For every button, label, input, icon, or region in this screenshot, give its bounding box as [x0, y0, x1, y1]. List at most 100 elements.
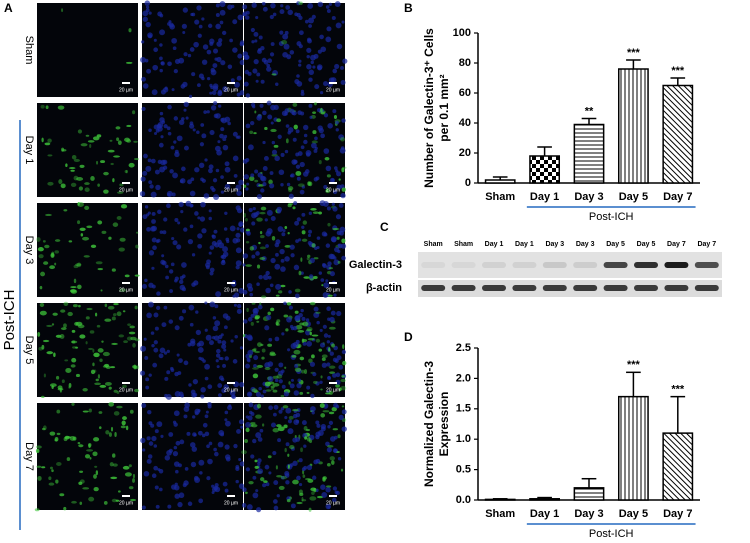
cell: [125, 61, 133, 64]
cell: [89, 330, 95, 334]
nucleus: [242, 487, 247, 493]
band: [542, 262, 567, 268]
nucleus: [290, 503, 296, 509]
nucleus: [323, 184, 328, 190]
nucleus: [169, 169, 174, 174]
cell: [37, 247, 44, 252]
bar: [662, 432, 694, 501]
nucleus: [215, 23, 221, 30]
cell: [335, 383, 340, 388]
nucleus: [311, 14, 316, 19]
band: [512, 285, 537, 291]
nucleus: [270, 104, 276, 111]
cell: [42, 339, 50, 343]
cell: [340, 468, 344, 472]
nucleus: [256, 507, 262, 513]
cell: [338, 387, 342, 392]
nucleus: [320, 484, 326, 490]
cell: [90, 369, 96, 375]
nucleus: [284, 108, 290, 114]
nucleus: [168, 20, 172, 24]
nucleus: [279, 248, 285, 255]
nucleus: [336, 310, 342, 317]
nucleus: [323, 148, 330, 154]
nucleus: [341, 20, 345, 24]
scale-bar-label: 20 µm: [119, 187, 133, 193]
nucleus: [201, 17, 205, 21]
lane-label: Day 5: [637, 241, 656, 248]
nucleus: [284, 470, 290, 477]
nucleus: [222, 481, 228, 487]
nucleus: [222, 251, 229, 258]
nucleus: [263, 155, 269, 161]
cell: [72, 436, 77, 441]
cell: [301, 238, 308, 242]
nucleus: [177, 221, 181, 225]
cell: [125, 169, 128, 174]
cell: [78, 304, 81, 308]
nucleus: [253, 364, 257, 368]
nucleus: [234, 81, 240, 88]
nucleus: [167, 504, 172, 509]
cell: [124, 169, 128, 174]
lane-label: Sham: [454, 241, 473, 248]
nucleus: [236, 190, 242, 196]
cell: [246, 307, 249, 313]
nucleus: [169, 23, 176, 30]
micrograph-bg: [37, 103, 138, 197]
cell: [56, 409, 61, 414]
cell: [111, 268, 116, 272]
cell: [43, 261, 49, 265]
nucleus: [243, 319, 248, 324]
nucleus: [292, 137, 297, 142]
cell: [248, 480, 254, 485]
cell: [242, 334, 246, 337]
cell: [244, 217, 248, 222]
nucleus: [141, 106, 146, 112]
nucleus: [294, 315, 301, 321]
nucleus: [304, 19, 309, 24]
nucleus: [289, 244, 295, 250]
nucleus: [328, 420, 334, 426]
cell: [43, 425, 47, 431]
nucleus: [309, 115, 313, 119]
cell: [46, 324, 53, 327]
nucleus: [242, 253, 249, 259]
nucleus: [166, 370, 171, 375]
cell: [44, 244, 50, 249]
cell: [125, 425, 129, 431]
cell: [79, 334, 86, 339]
nucleus: [208, 216, 213, 221]
cell: [46, 351, 54, 355]
cell: [128, 28, 132, 33]
nucleus: [204, 328, 208, 332]
cell: [313, 102, 317, 106]
cell: [90, 175, 95, 181]
lane-label: Day 1: [485, 241, 504, 248]
cell: [261, 295, 267, 299]
cell: [328, 365, 336, 369]
cell: [107, 149, 115, 153]
cell: [270, 387, 275, 391]
cell: [44, 142, 51, 146]
band: [482, 262, 506, 268]
nucleus: [233, 173, 238, 178]
nucleus: [146, 68, 152, 74]
nucleus: [262, 274, 269, 281]
nucleus: [321, 492, 328, 498]
nucleus: [270, 42, 275, 46]
nucleus: [308, 77, 313, 82]
nucleus: [326, 9, 331, 13]
nucleus: [273, 505, 279, 511]
nucleus: [300, 145, 305, 150]
nucleus: [209, 267, 215, 273]
nucleus: [192, 415, 196, 419]
cell: [79, 501, 83, 505]
cell: [326, 174, 331, 178]
cell: [45, 213, 52, 217]
nucleus: [247, 335, 253, 341]
nucleus: [202, 359, 206, 363]
nucleus: [176, 353, 180, 357]
nucleus: [214, 242, 220, 248]
nucleus: [194, 211, 199, 216]
